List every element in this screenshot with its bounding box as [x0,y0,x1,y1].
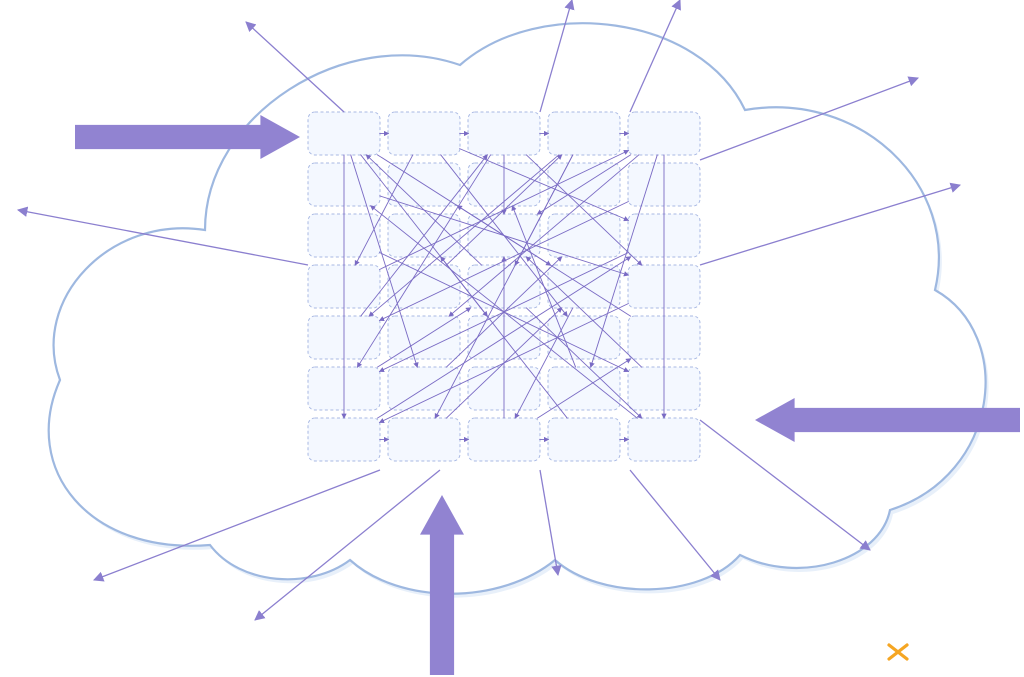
grid-cell [548,418,620,461]
grid-cell [308,112,380,155]
grid-cell [468,418,540,461]
grid-cell [388,418,460,461]
grid-cell [548,214,620,257]
grid-cell [548,112,620,155]
logo-text: 创新互联 CHUANG XIN HU LIAN [921,638,1014,666]
cloud-shape [49,23,986,594]
grid-cell [388,112,460,155]
grid-cell [628,418,700,461]
logo-text-en: CHUANG XIN HU LIAN [921,658,1014,666]
big-arrow [75,115,300,159]
grid-cell [468,112,540,155]
grid-cell [628,112,700,155]
grid-cell [548,316,620,359]
grid-cell [308,418,380,461]
diagram-canvas [0,0,1024,677]
brand-logo: 创新互联 CHUANG XIN HU LIAN [881,635,1014,669]
logo-text-cn: 创新互联 [921,638,1014,656]
logo-mark-icon [881,635,915,669]
